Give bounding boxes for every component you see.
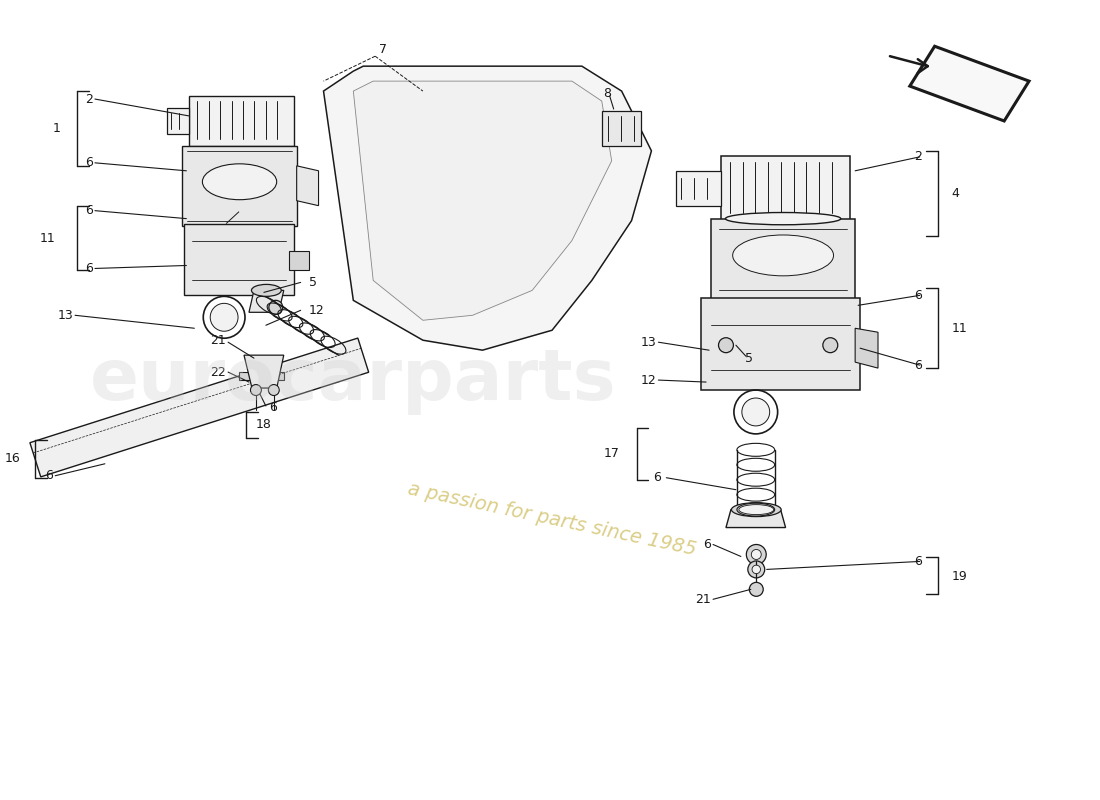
Text: 6: 6 [703, 538, 711, 551]
Polygon shape [602, 111, 641, 146]
Circle shape [752, 565, 760, 574]
Text: 21: 21 [210, 334, 227, 346]
Text: 11: 11 [952, 322, 967, 334]
Text: 2: 2 [914, 150, 922, 163]
Polygon shape [676, 170, 720, 206]
Text: 16: 16 [4, 452, 21, 466]
Ellipse shape [732, 502, 781, 517]
Circle shape [718, 338, 734, 353]
Polygon shape [297, 166, 319, 206]
Circle shape [751, 550, 761, 559]
Text: 21: 21 [695, 593, 711, 606]
Text: 6: 6 [85, 204, 94, 217]
Polygon shape [353, 81, 612, 320]
Polygon shape [167, 108, 189, 134]
Text: 13: 13 [640, 336, 657, 349]
Ellipse shape [202, 164, 277, 200]
Circle shape [268, 300, 283, 314]
Circle shape [210, 303, 238, 331]
Ellipse shape [733, 235, 834, 276]
Circle shape [251, 385, 262, 395]
Polygon shape [30, 338, 368, 477]
Ellipse shape [252, 285, 282, 296]
Text: 6: 6 [914, 358, 922, 372]
Text: 19: 19 [952, 570, 967, 583]
Polygon shape [185, 224, 294, 295]
Text: 6: 6 [85, 156, 94, 170]
Polygon shape [701, 298, 860, 390]
Text: 11: 11 [40, 232, 55, 245]
Text: 18: 18 [256, 418, 272, 431]
Text: 7: 7 [379, 42, 387, 56]
Text: 13: 13 [57, 309, 73, 322]
Text: 6: 6 [85, 262, 94, 275]
Ellipse shape [739, 505, 773, 514]
Text: a passion for parts since 1985: a passion for parts since 1985 [406, 480, 698, 559]
Text: 12: 12 [309, 304, 324, 317]
Polygon shape [720, 156, 850, 221]
Text: 2: 2 [85, 93, 94, 106]
Text: 6: 6 [914, 555, 922, 568]
Text: 5: 5 [309, 276, 317, 289]
Circle shape [748, 561, 764, 578]
Text: 6: 6 [45, 470, 53, 482]
Polygon shape [183, 146, 297, 226]
Circle shape [823, 338, 838, 353]
Circle shape [746, 545, 767, 565]
Circle shape [741, 398, 770, 426]
Circle shape [268, 385, 279, 395]
Text: 1: 1 [53, 122, 60, 135]
Polygon shape [726, 510, 785, 527]
Polygon shape [323, 66, 651, 350]
Polygon shape [239, 372, 284, 380]
Polygon shape [244, 355, 284, 388]
Text: 12: 12 [640, 374, 657, 386]
Text: 6: 6 [653, 471, 661, 484]
Text: eurocarparts: eurocarparts [90, 346, 617, 414]
Polygon shape [855, 328, 878, 368]
Text: 17: 17 [604, 447, 619, 460]
Polygon shape [189, 96, 294, 146]
Ellipse shape [726, 213, 840, 225]
Text: 6: 6 [914, 289, 922, 302]
Text: 22: 22 [210, 366, 227, 378]
Polygon shape [249, 290, 284, 312]
Polygon shape [288, 250, 309, 270]
Text: 6: 6 [268, 402, 277, 414]
Text: 4: 4 [952, 187, 959, 200]
Polygon shape [227, 212, 239, 224]
Text: 8: 8 [603, 86, 611, 99]
Circle shape [749, 582, 763, 596]
Polygon shape [711, 218, 855, 300]
Text: 5: 5 [745, 352, 752, 365]
Polygon shape [910, 46, 1030, 121]
